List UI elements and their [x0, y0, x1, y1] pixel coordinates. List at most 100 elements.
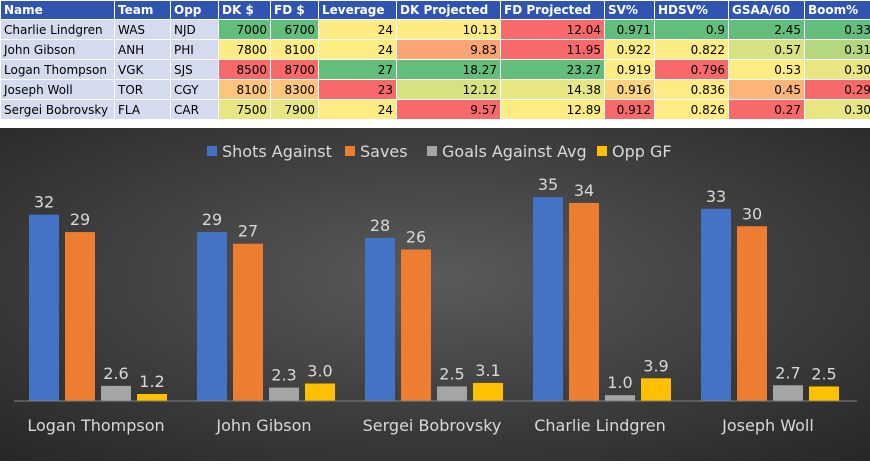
data-label: 2.3: [271, 366, 296, 385]
table-cell[interactable]: 8300: [271, 80, 319, 100]
table-cell[interactable]: 0.30: [805, 60, 870, 80]
data-label: 26: [406, 228, 426, 247]
bar: [401, 250, 431, 401]
table-cell[interactable]: FLA: [115, 100, 171, 120]
bar: [737, 226, 767, 401]
table-cell[interactable]: ANH: [115, 40, 171, 60]
table-cell[interactable]: SJS: [171, 60, 219, 80]
table-cell[interactable]: 27: [319, 60, 397, 80]
table-cell[interactable]: 0.922: [605, 40, 655, 60]
table-cell[interactable]: 0.912: [605, 100, 655, 120]
column-header[interactable]: FD $: [271, 1, 319, 20]
table-cell[interactable]: 24: [319, 100, 397, 120]
column-header[interactable]: Name: [1, 1, 115, 20]
data-label: 29: [202, 210, 222, 229]
table-cell[interactable]: 0.919: [605, 60, 655, 80]
data-label: 2.6: [103, 364, 128, 383]
table-cell[interactable]: 12.04: [501, 20, 605, 40]
bar: [101, 386, 131, 401]
table-cell[interactable]: WAS: [115, 20, 171, 40]
table-cell[interactable]: 18.27: [397, 60, 501, 80]
table-cell[interactable]: 12.89: [501, 100, 605, 120]
table-cell[interactable]: 0.971: [605, 20, 655, 40]
table-cell[interactable]: 0.796: [655, 60, 729, 80]
table-cell[interactable]: NJD: [171, 20, 219, 40]
column-header[interactable]: Leverage: [319, 1, 397, 20]
table-cell[interactable]: CAR: [171, 100, 219, 120]
table-cell[interactable]: CGY: [171, 80, 219, 100]
table-cell[interactable]: 24: [319, 20, 397, 40]
table-cell[interactable]: 0.31: [805, 40, 870, 60]
table-cell[interactable]: 0.27: [729, 100, 805, 120]
bar: [701, 209, 731, 401]
table-cell[interactable]: Charlie Lindgren: [1, 20, 115, 40]
bar: [641, 378, 671, 401]
column-header[interactable]: DK $: [219, 1, 271, 20]
table-cell[interactable]: 0.33: [805, 20, 870, 40]
data-label: 33: [706, 187, 726, 206]
data-label: 30: [742, 204, 762, 223]
column-header[interactable]: GSAA/60: [729, 1, 805, 20]
table-cell[interactable]: PHI: [171, 40, 219, 60]
table-cell[interactable]: VGK: [115, 60, 171, 80]
table-cell[interactable]: 9.83: [397, 40, 501, 60]
table-cell[interactable]: 6700: [271, 20, 319, 40]
column-header[interactable]: FD Projected: [501, 1, 605, 20]
column-header[interactable]: Boom%: [805, 1, 870, 20]
table-cell[interactable]: 0.822: [655, 40, 729, 60]
table-cell[interactable]: John Gibson: [1, 40, 115, 60]
table-cell[interactable]: 0.29: [805, 80, 870, 100]
table-cell[interactable]: 8100: [271, 40, 319, 60]
data-label: 35: [538, 175, 558, 194]
table-cell[interactable]: 7500: [219, 100, 271, 120]
table-cell[interactable]: 0.30: [805, 100, 870, 120]
table-cell[interactable]: 11.95: [501, 40, 605, 60]
data-label: 3.0: [307, 362, 332, 381]
bar: [605, 395, 635, 401]
table-cell[interactable]: 8500: [219, 60, 271, 80]
column-header[interactable]: Team: [115, 1, 171, 20]
legend-swatch: [597, 146, 607, 156]
data-label: 2.5: [439, 364, 464, 383]
bar: [365, 238, 395, 401]
column-header[interactable]: Opp: [171, 1, 219, 20]
data-label: 34: [574, 181, 594, 200]
table-cell[interactable]: TOR: [115, 80, 171, 100]
table-cell[interactable]: 14.38: [501, 80, 605, 100]
bar: [437, 386, 467, 401]
table-cell[interactable]: 24: [319, 40, 397, 60]
legend-swatch: [345, 146, 355, 156]
table-cell[interactable]: 0.826: [655, 100, 729, 120]
table-cell[interactable]: 0.45: [729, 80, 805, 100]
table-cell[interactable]: 7000: [219, 20, 271, 40]
table-cell[interactable]: 0.53: [729, 60, 805, 80]
column-header[interactable]: HDSV%: [655, 1, 729, 20]
table-cell[interactable]: Logan Thompson: [1, 60, 115, 80]
table-cell[interactable]: 8700: [271, 60, 319, 80]
table-cell[interactable]: 23.27: [501, 60, 605, 80]
bar: [809, 386, 839, 401]
table-cell[interactable]: 0.916: [605, 80, 655, 100]
table-cell[interactable]: 23: [319, 80, 397, 100]
data-label: 2.7: [775, 363, 800, 382]
table-cell[interactable]: 7800: [219, 40, 271, 60]
table-cell[interactable]: 12.12: [397, 80, 501, 100]
table-cell[interactable]: 7900: [271, 100, 319, 120]
table-cell[interactable]: 0.9: [655, 20, 729, 40]
table-cell[interactable]: 9.57: [397, 100, 501, 120]
legend-label: Opp GF: [612, 142, 672, 161]
column-header[interactable]: SV%: [605, 1, 655, 20]
table-cell[interactable]: 0.57: [729, 40, 805, 60]
column-header[interactable]: DK Projected: [397, 1, 501, 20]
table-cell[interactable]: 10.13: [397, 20, 501, 40]
legend-label: Shots Against: [222, 142, 332, 161]
table-cell[interactable]: 8100: [219, 80, 271, 100]
table-cell[interactable]: Joseph Woll: [1, 80, 115, 100]
table-cell[interactable]: Sergei Bobrovsky: [1, 100, 115, 120]
legend-label: Goals Against Avg: [442, 142, 587, 161]
table-cell[interactable]: 0.836: [655, 80, 729, 100]
table-cell[interactable]: 2.45: [729, 20, 805, 40]
bar: [773, 385, 803, 401]
